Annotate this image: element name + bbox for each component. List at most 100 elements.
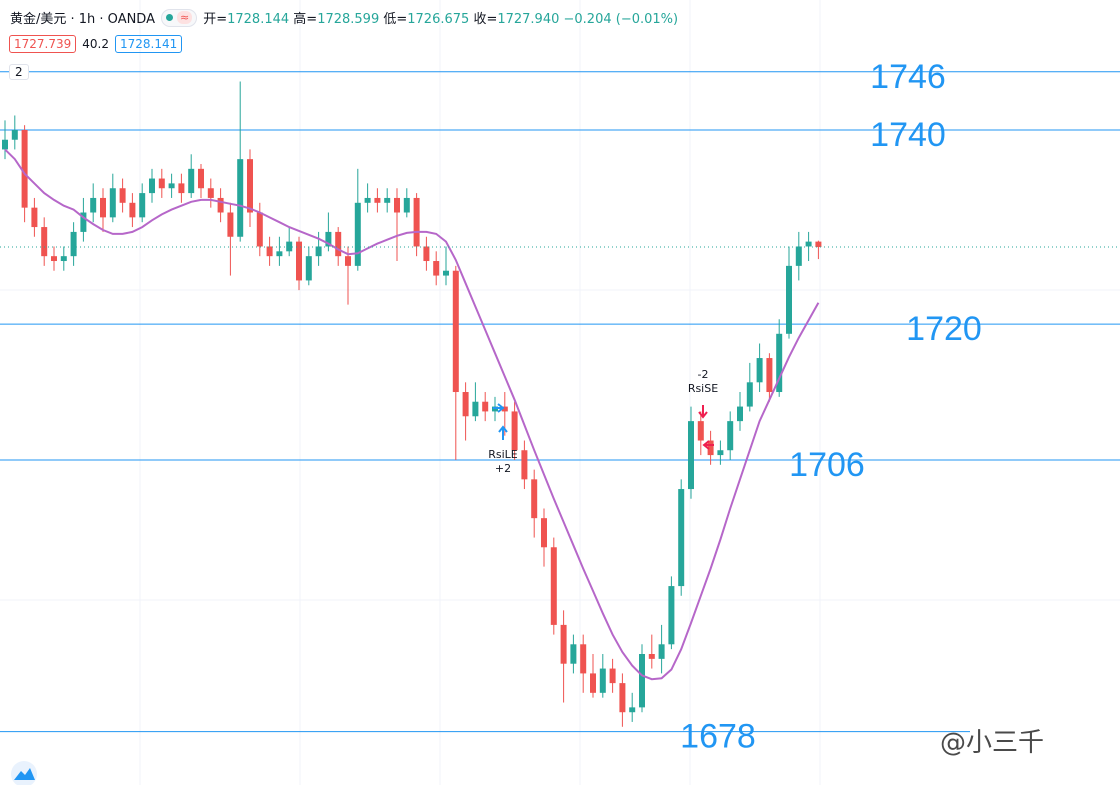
- candle-body: [31, 207, 38, 228]
- candle-body: [413, 197, 420, 247]
- header: 黄金/美元 · 1h · OANDA ≈ 开=1728.144 高=1728.5…: [10, 8, 678, 27]
- candle-body: [21, 130, 28, 208]
- ohlc-value: 1727.940: [497, 12, 560, 27]
- candle-body: [521, 450, 528, 480]
- candle-body: [345, 256, 351, 266]
- candle-body: [531, 479, 538, 519]
- candle-body: [198, 168, 204, 189]
- candle-body: [227, 212, 234, 237]
- candle-body: [335, 231, 342, 257]
- candle-body: [795, 246, 802, 266]
- level-label: 1740: [870, 116, 946, 154]
- candle-body: [639, 654, 645, 708]
- candle-body: [207, 188, 214, 198]
- candle-body: [472, 401, 479, 417]
- candle-body: [609, 668, 616, 684]
- candle-body: [276, 251, 283, 257]
- candle-body: [100, 197, 106, 218]
- candle-body: [237, 159, 244, 237]
- candle-body: [727, 421, 734, 451]
- signal-qty: +2: [495, 462, 511, 475]
- candle-body: [2, 139, 8, 150]
- candle-body: [364, 197, 371, 203]
- candle-body: [423, 246, 430, 262]
- candle-body: [550, 547, 557, 625]
- level-label: 1678: [680, 718, 756, 756]
- candle-body: [129, 202, 136, 218]
- candle-body: [256, 212, 263, 247]
- candle-body: [501, 406, 508, 412]
- candle-body: [149, 178, 155, 194]
- ohlc-label: 低=: [383, 12, 408, 27]
- candle-body: [443, 270, 449, 276]
- status-icon: ≈: [176, 11, 193, 24]
- candle-body: [41, 227, 48, 257]
- watermark: @小三千: [940, 728, 1045, 758]
- symbol: 黄金/美元 · 1h · OANDA: [10, 12, 155, 27]
- candle-body: [688, 421, 694, 490]
- sell-price[interactable]: 1727.739: [9, 35, 77, 53]
- candle-body: [648, 654, 655, 659]
- ohlc-label: 高=: [293, 12, 318, 27]
- candle-body: [168, 183, 175, 189]
- candle-body: [119, 188, 126, 203]
- candle-body: [433, 261, 440, 276]
- candle-body: [452, 270, 459, 393]
- signal-arrow: [498, 425, 508, 440]
- candle-body: [707, 440, 714, 456]
- candle-body: [658, 644, 665, 659]
- signal-qty: -2: [698, 368, 709, 381]
- level-label: 1746: [870, 58, 946, 96]
- candle-body: [109, 188, 116, 218]
- candle-body: [80, 212, 87, 232]
- candle-body: [560, 624, 567, 664]
- candle-body: [541, 518, 547, 548]
- ohlc-value: 1728.599: [317, 12, 380, 27]
- candle-body: [139, 193, 146, 218]
- moving-average: [4, 148, 820, 681]
- ohlc: 开=1728.144 高=1728.599 低=1726.675 收=1727.…: [203, 8, 678, 27]
- buy-price[interactable]: 1728.141: [114, 35, 183, 53]
- candle-body: [697, 421, 704, 441]
- ohlc-value: 1728.144: [227, 12, 290, 27]
- candle-body: [266, 246, 273, 257]
- candle-body: [462, 392, 469, 417]
- candle-body: [394, 197, 400, 213]
- candle-body: [746, 382, 753, 407]
- signal-arrow: [702, 440, 714, 450]
- signal-arrow: [698, 405, 708, 419]
- candle-body: [786, 265, 792, 334]
- candle-body: [178, 183, 185, 194]
- candle-body: [188, 168, 195, 194]
- candle-body: [805, 241, 812, 247]
- candle-body: [217, 197, 224, 213]
- candle-body: [384, 197, 391, 203]
- indicator-toggle[interactable]: 2: [9, 64, 29, 80]
- candle-body: [766, 358, 773, 393]
- level-label: 1706: [789, 446, 865, 484]
- candle-body: [482, 401, 489, 412]
- candle-body: [247, 159, 253, 213]
- candle-body: [590, 673, 596, 693]
- signal-label: RsiSE: [688, 382, 718, 395]
- candle-body: [374, 197, 381, 203]
- logo: [11, 761, 37, 785]
- spread: 40.2: [82, 37, 109, 51]
- candle-body: [70, 231, 77, 257]
- candle-body: [599, 668, 606, 693]
- candle-body: [60, 256, 67, 262]
- candle-body: [580, 644, 587, 674]
- candle-body: [737, 406, 743, 422]
- levels: 1746 1740 1720 1706 1678: [0, 58, 1120, 756]
- change: −0.204 (−0.01%): [563, 12, 679, 27]
- candle-body: [354, 202, 361, 266]
- candle-body: [11, 130, 18, 140]
- ohlc-label: 收=: [473, 12, 498, 27]
- candle-body: [90, 197, 97, 213]
- candle-body: [678, 489, 685, 587]
- candle-body: [305, 256, 312, 281]
- candle-body: [668, 586, 675, 645]
- ma-layer: [0, 148, 1120, 681]
